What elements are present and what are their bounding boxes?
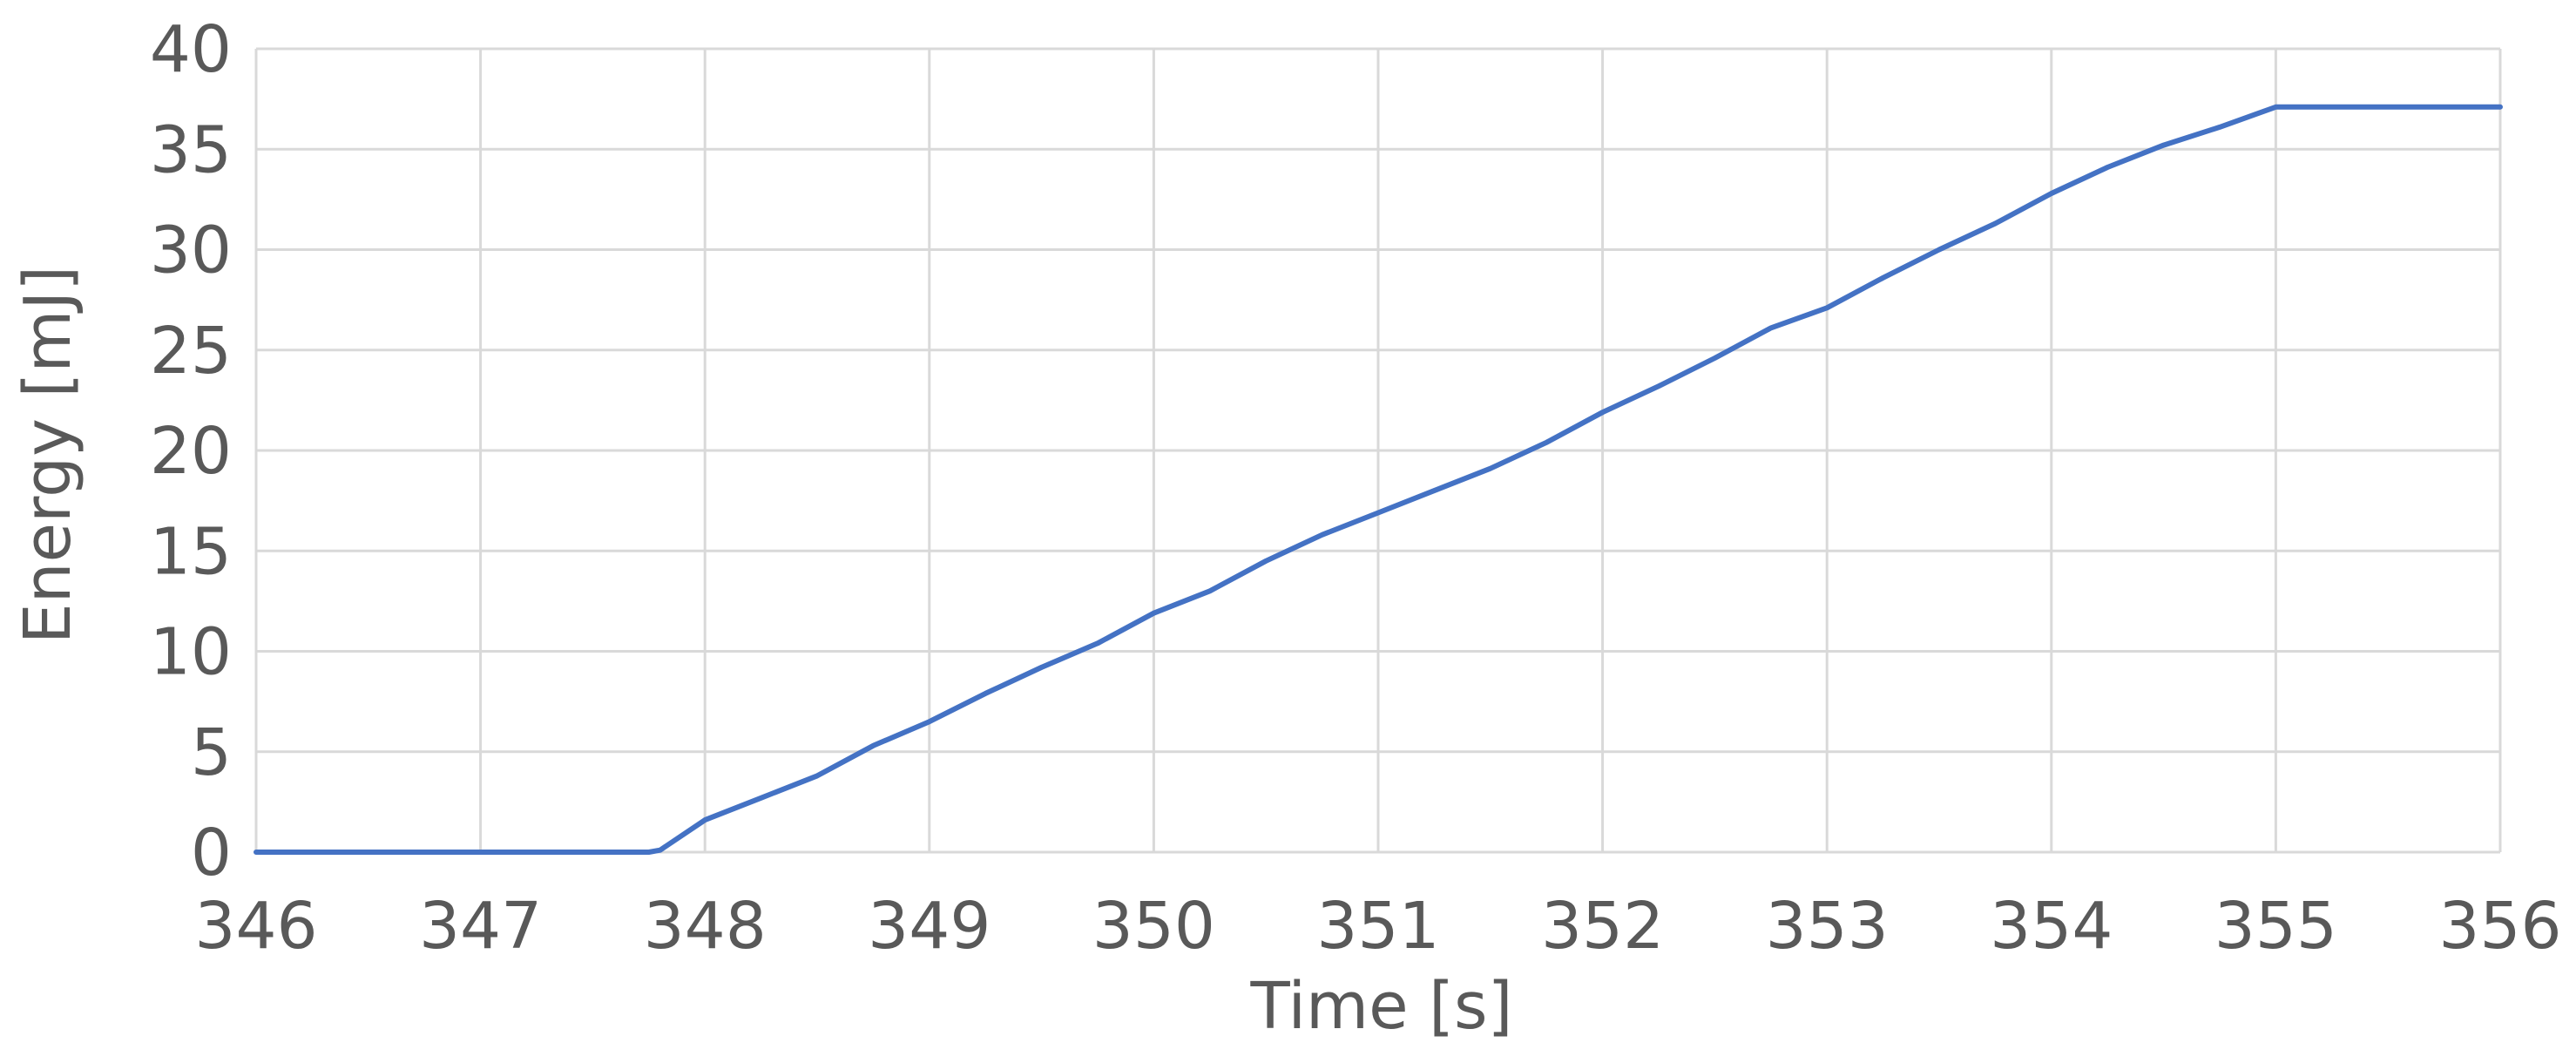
y-tick-label: 15 <box>150 514 232 589</box>
x-tick-label: 353 <box>1766 889 1889 964</box>
grid-lines <box>254 47 2502 854</box>
energy-series-line <box>254 104 2503 855</box>
y-tick-label: 10 <box>150 615 232 690</box>
y-axis-title: Energy [mJ] <box>10 266 85 644</box>
tick-labels: 0 5 10 15 20 25 30 35 40 346 347 348 349 350 351 352 353… <box>150 12 2562 964</box>
x-tick-label: 351 <box>1316 889 1439 964</box>
x-tick-label: 347 <box>419 889 542 964</box>
x-tick-label: 348 <box>644 889 767 964</box>
y-tick-label: 5 <box>191 715 232 790</box>
y-tick-label: 20 <box>150 414 232 489</box>
y-tick-label: 25 <box>150 314 232 389</box>
x-tick-label: 355 <box>2214 889 2337 964</box>
x-axis-title: Time [s] <box>1250 969 1513 1044</box>
y-tick-label: 40 <box>150 12 232 87</box>
x-tick-label: 356 <box>2438 889 2561 964</box>
y-tick-label: 35 <box>150 112 232 187</box>
y-tick-label: 0 <box>191 816 232 890</box>
series-layer <box>254 104 2503 855</box>
x-tick-label: 346 <box>194 889 317 964</box>
x-tick-label: 352 <box>1541 889 1664 964</box>
x-tick-label: 350 <box>1092 889 1215 964</box>
x-tick-label: 349 <box>868 889 991 964</box>
y-tick-label: 30 <box>150 213 232 288</box>
x-tick-label: 354 <box>1990 889 2113 964</box>
